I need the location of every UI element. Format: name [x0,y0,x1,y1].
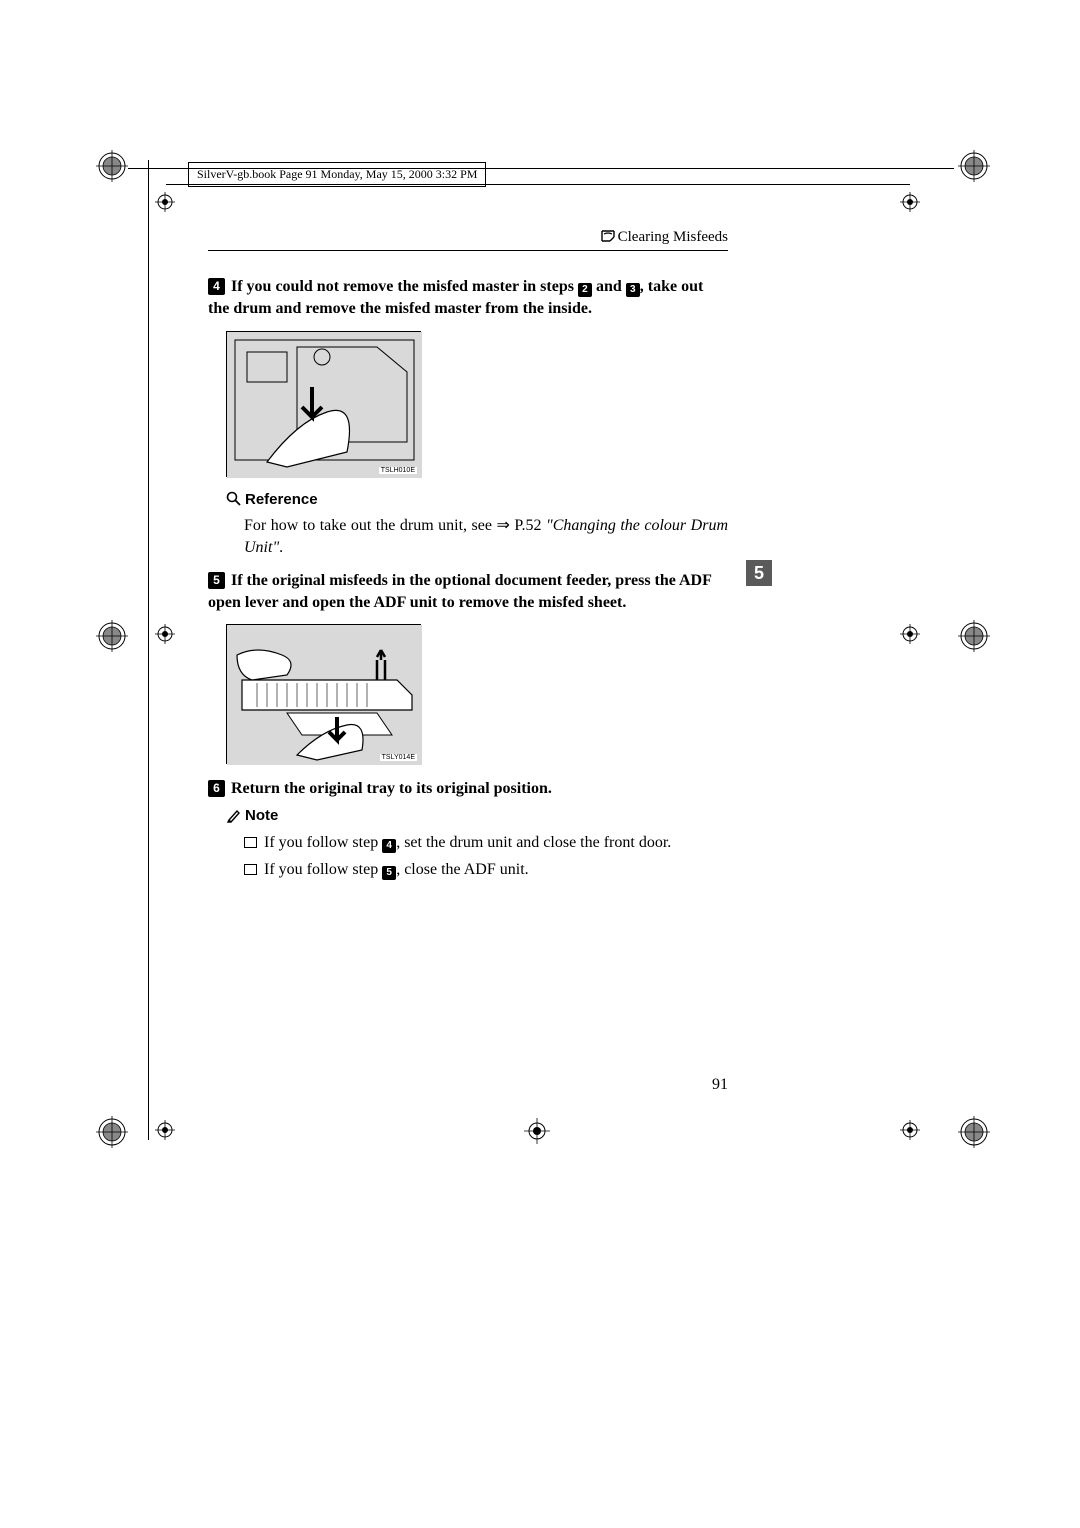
note-list: If you follow step 4, set the drum unit … [244,831,728,883]
reference-icon [226,491,242,511]
crop-mark-icon [958,150,990,182]
content-area: 4 If you could not remove the misfed mas… [208,276,728,884]
crop-mark-icon [96,150,128,182]
reference-text: For how to take out the drum unit, see ⇒… [244,517,546,534]
crop-mark-small-icon [900,624,920,644]
step-ref-icon: 5 [382,866,396,880]
crop-mark-small-icon [155,1120,175,1140]
step-ref-icon: 2 [578,283,592,297]
figure-caption: TSLY014E [380,754,417,761]
reference-body: For how to take out the drum unit, see ⇒… [244,515,728,560]
header-rule [208,250,728,251]
figure-2: TSLY014E [226,624,421,764]
step-text: and [592,278,626,295]
crop-mark-icon [96,1116,128,1148]
crop-mark-icon [958,1116,990,1148]
figure-caption: TSLH010E [379,467,417,474]
note-text: , set the drum unit and close the front … [396,834,671,851]
note-text: If you follow step [264,861,382,878]
crop-mark-icon [96,620,128,652]
chapter-tab: 5 [746,560,772,586]
step-ref-icon: 3 [626,283,640,297]
guide-line [148,160,149,1140]
misfeed-icon [600,229,616,248]
crop-mark-small-icon [155,192,175,212]
note-icon [226,807,242,827]
figure-1: TSLH010E [226,331,421,477]
step-text: If you could not remove the misfed maste… [231,278,578,295]
note-text: , close the ADF unit. [396,861,528,878]
crop-mark-icon [524,1118,550,1144]
reference-heading-text: Reference [245,491,318,508]
reference-text: . [279,539,283,556]
step-6: 6 Return the original tray to its origin… [208,778,728,800]
crop-mark-small-icon [900,192,920,212]
note-heading: Note [226,807,728,827]
step-number-icon: 4 [208,278,225,295]
reference-heading: Reference [226,491,728,511]
file-header: SilverV-gb.book Page 91 Monday, May 15, … [188,162,486,187]
page-number: 91 [208,1076,728,1094]
step-5: 5 If the original misfeeds in the option… [208,570,728,615]
step-4: 4 If you could not remove the misfed mas… [208,276,728,321]
step-number-icon: 5 [208,572,225,589]
crop-mark-small-icon [900,1120,920,1140]
note-heading-text: Note [245,807,278,824]
step-ref-icon: 4 [382,839,396,853]
note-text: If you follow step [264,834,382,851]
running-head-text: Clearing Misfeeds [618,229,728,245]
note-item: If you follow step 5, close the ADF unit… [244,858,728,883]
crop-mark-small-icon [155,624,175,644]
step-text: If the original misfeeds in the optional… [208,572,711,611]
step-number-icon: 6 [208,780,225,797]
note-item: If you follow step 4, set the drum unit … [244,831,728,856]
running-head: Clearing Misfeeds [208,229,728,248]
step-text: Return the original tray to its original… [231,780,552,797]
crop-mark-icon [958,620,990,652]
